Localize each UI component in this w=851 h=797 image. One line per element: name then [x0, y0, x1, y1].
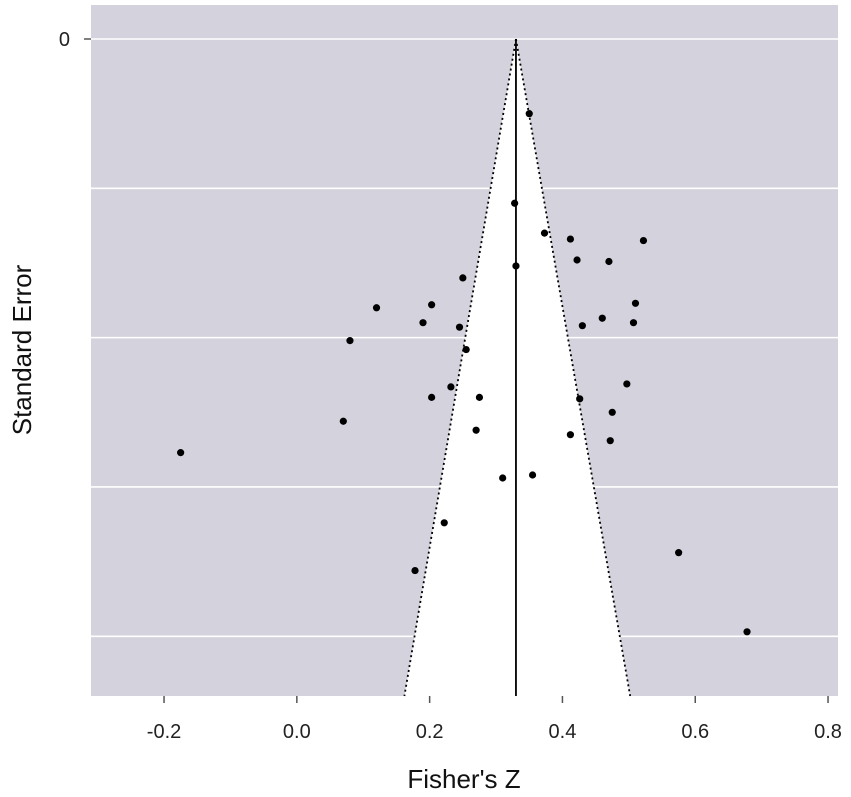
data-points	[177, 110, 751, 636]
data-point	[573, 256, 581, 264]
data-point	[605, 257, 613, 266]
data-point	[447, 383, 455, 391]
y-axis: 0	[59, 29, 91, 51]
data-point	[411, 566, 419, 575]
data-point	[525, 110, 533, 118]
x-tick-label: -0.2	[147, 721, 181, 743]
data-point	[675, 549, 683, 557]
data-point	[629, 319, 638, 327]
data-point	[428, 393, 436, 401]
data-point	[606, 437, 614, 445]
y-axis-title: Standard Error	[7, 264, 37, 435]
x-axis-title: Fisher's Z	[407, 764, 520, 794]
data-point	[623, 380, 631, 388]
data-point	[346, 337, 354, 345]
funnel-region	[404, 39, 631, 696]
data-point	[528, 471, 537, 479]
data-point	[639, 236, 648, 245]
data-point	[472, 426, 480, 434]
data-point	[419, 319, 427, 327]
x-tick-label: 0.0	[283, 721, 311, 743]
funnel-right-boundary	[515, 38, 632, 697]
data-point	[512, 262, 520, 270]
x-tick-label: 0.4	[549, 721, 577, 743]
data-point	[459, 274, 467, 282]
data-point	[578, 322, 586, 330]
data-point	[499, 474, 507, 482]
x-tick-label: 0.6	[681, 721, 709, 743]
data-point	[540, 229, 549, 237]
data-point	[743, 628, 751, 636]
data-point	[440, 519, 448, 527]
data-point	[455, 323, 464, 331]
x-axis: -0.2 0.0 0.2 0.4 0.6 0.8	[147, 696, 842, 743]
data-point	[428, 301, 436, 309]
data-point	[608, 408, 616, 416]
funnel-left-boundary	[403, 38, 517, 697]
data-point	[566, 431, 575, 439]
data-point	[339, 417, 347, 425]
y-tick-label: 0	[59, 29, 70, 51]
data-point	[372, 304, 381, 312]
data-point	[475, 393, 484, 401]
data-point	[566, 235, 575, 243]
x-tick-label: 0.2	[416, 721, 444, 743]
data-point	[576, 395, 584, 403]
data-point	[177, 449, 185, 457]
x-tick-label: 0.8	[814, 721, 842, 743]
data-point	[598, 314, 606, 322]
data-point	[511, 199, 519, 207]
data-point	[462, 345, 470, 354]
data-point	[631, 299, 640, 307]
